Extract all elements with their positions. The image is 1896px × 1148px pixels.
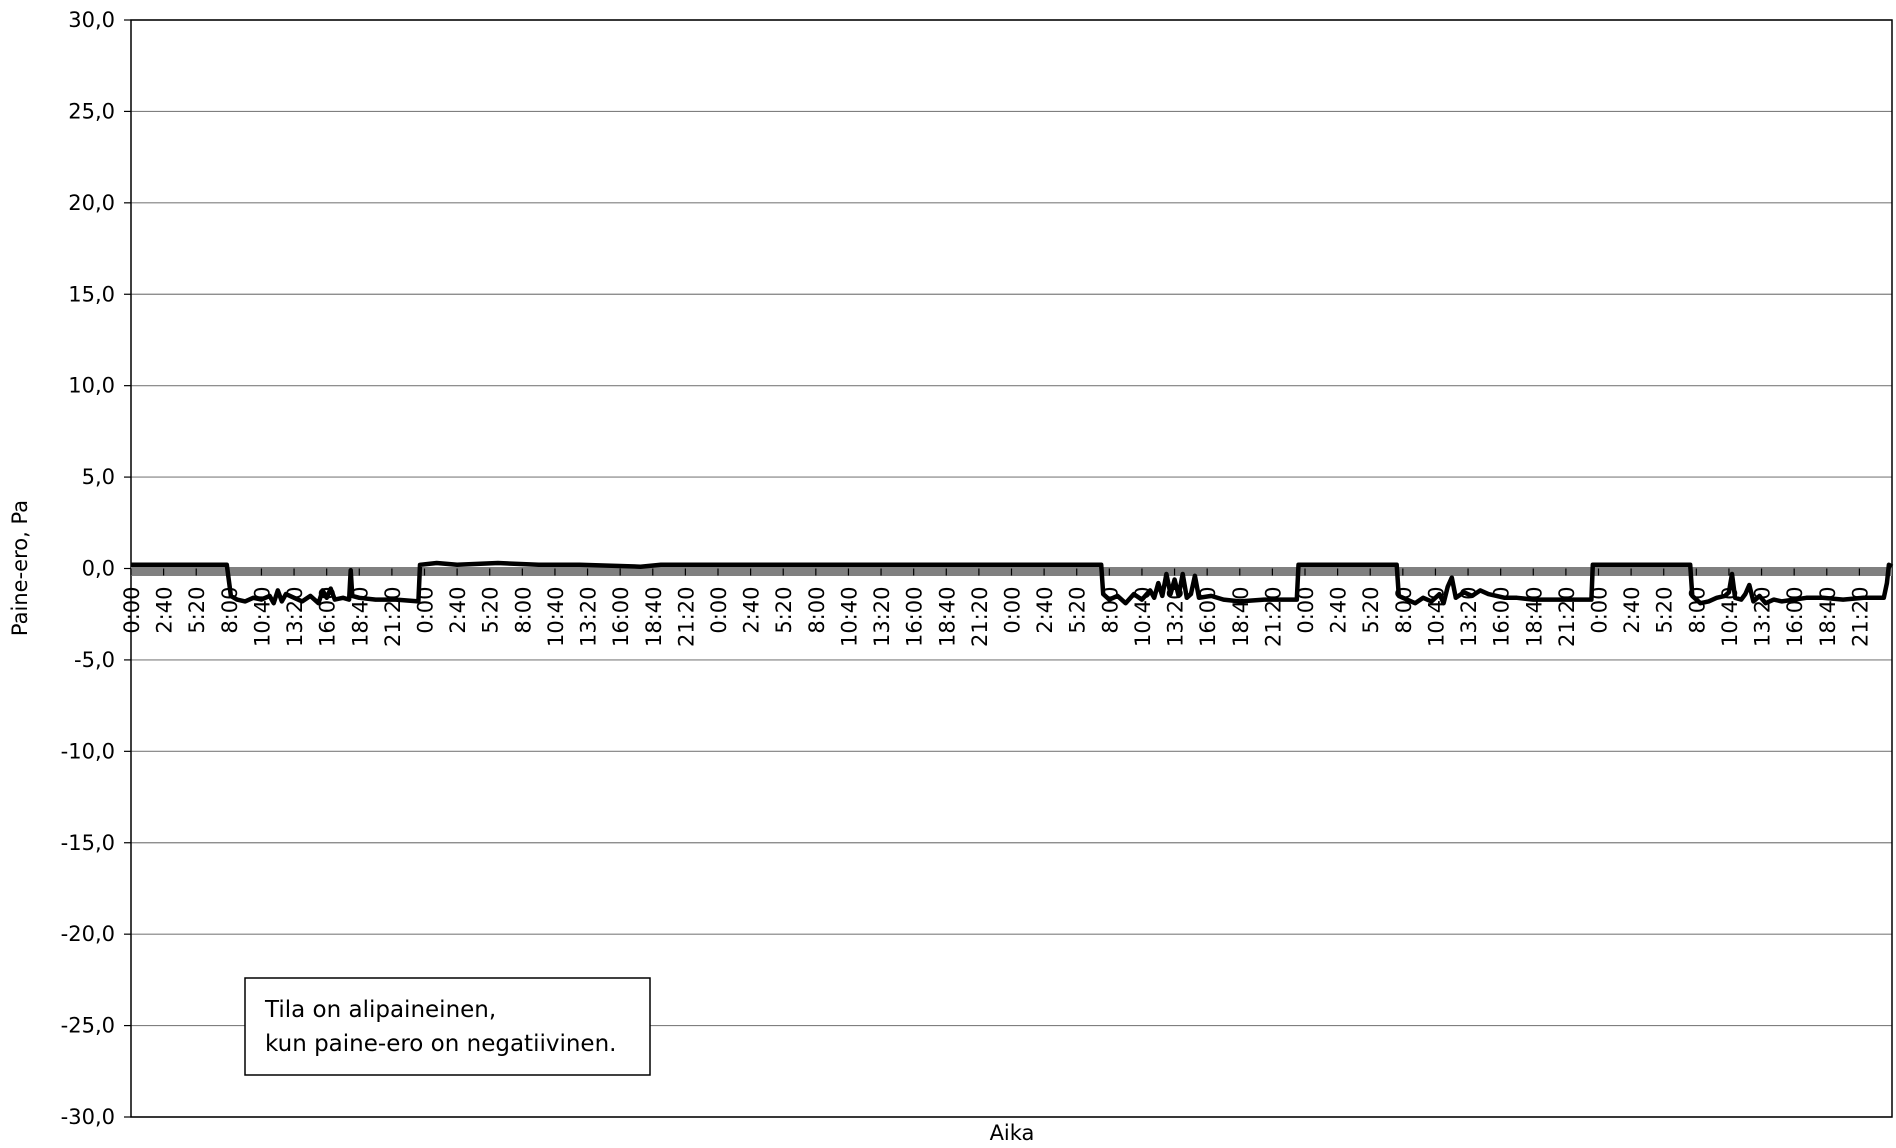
data-line <box>131 560 1894 606</box>
x-tick-label: 8:00 <box>805 587 829 634</box>
x-tick-label: 5:20 <box>1359 587 1383 634</box>
x-tick-label: 2:40 <box>740 587 764 634</box>
x-tick-label: 18:40 <box>1229 587 1253 648</box>
x-tick-label: 16:00 <box>609 587 633 648</box>
y-tick-label: -20,0 <box>61 922 115 946</box>
x-tick-label: 21:20 <box>1555 587 1579 648</box>
x-tick-label: 2:40 <box>1620 587 1644 634</box>
y-tick-label: 15,0 <box>68 282 115 306</box>
y-tick-label: -10,0 <box>61 739 115 763</box>
x-tick-label: 10:40 <box>837 587 861 648</box>
x-tick-label: 8:00 <box>511 587 535 634</box>
annotation-text: kun paine-ero on negatiivinen. <box>265 1031 616 1057</box>
x-tick-label: 0:00 <box>1001 587 1025 634</box>
y-axis-title: Paine-ero, Pa <box>8 500 32 636</box>
x-tick-label: 21:20 <box>1261 587 1285 648</box>
y-tick-label: 0,0 <box>82 557 115 581</box>
x-tick-label: 8:00 <box>1392 587 1416 634</box>
y-tick-label: 10,0 <box>68 374 115 398</box>
x-tick-label: 8:00 <box>1685 587 1709 634</box>
y-tick-label: 20,0 <box>68 191 115 215</box>
x-tick-label: 13:20 <box>870 587 894 648</box>
y-tick-label: -15,0 <box>61 831 115 855</box>
x-tick-label: 18:40 <box>1522 587 1546 648</box>
x-tick-label: 16:00 <box>903 587 927 648</box>
annotation-text: Tila on alipaineinen, <box>264 997 496 1023</box>
x-tick-label: 2:40 <box>446 587 470 634</box>
x-axis-title: Aika <box>990 1121 1035 1145</box>
x-tick-label: 2:40 <box>1327 587 1351 634</box>
y-tick-label: 30,0 <box>68 8 115 32</box>
x-tick-label: 16:00 <box>1783 587 1807 648</box>
x-tick-label: 0:00 <box>120 587 144 634</box>
x-tick-label: 2:40 <box>153 587 177 634</box>
x-tick-label: 5:20 <box>185 587 209 634</box>
y-tick-label: 5,0 <box>82 465 115 489</box>
x-tick-label: 18:40 <box>935 587 959 648</box>
y-tick-label: -30,0 <box>61 1105 115 1129</box>
y-tick-label: -5,0 <box>74 648 115 672</box>
x-tick-label: 5:20 <box>1066 587 1090 634</box>
x-tick-label: 21:20 <box>674 587 698 648</box>
x-tick-label: 13:20 <box>1164 587 1188 648</box>
y-tick-label: 25,0 <box>68 99 115 123</box>
x-tick-label: 5:20 <box>479 587 503 634</box>
y-tick-label: -25,0 <box>61 1014 115 1038</box>
x-tick-label: 21:20 <box>381 587 405 648</box>
x-tick-label: 10:40 <box>544 587 568 648</box>
x-tick-label: 13:20 <box>577 587 601 648</box>
x-tick-label: 5:20 <box>772 587 796 634</box>
annotation-box <box>244 977 651 1076</box>
x-tick-label: 21:20 <box>968 587 992 648</box>
x-tick-label: 18:40 <box>642 587 666 648</box>
x-tick-label: 0:00 <box>707 587 731 634</box>
x-tick-label: 5:20 <box>1653 587 1677 634</box>
x-tick-label: 2:40 <box>1033 587 1057 634</box>
